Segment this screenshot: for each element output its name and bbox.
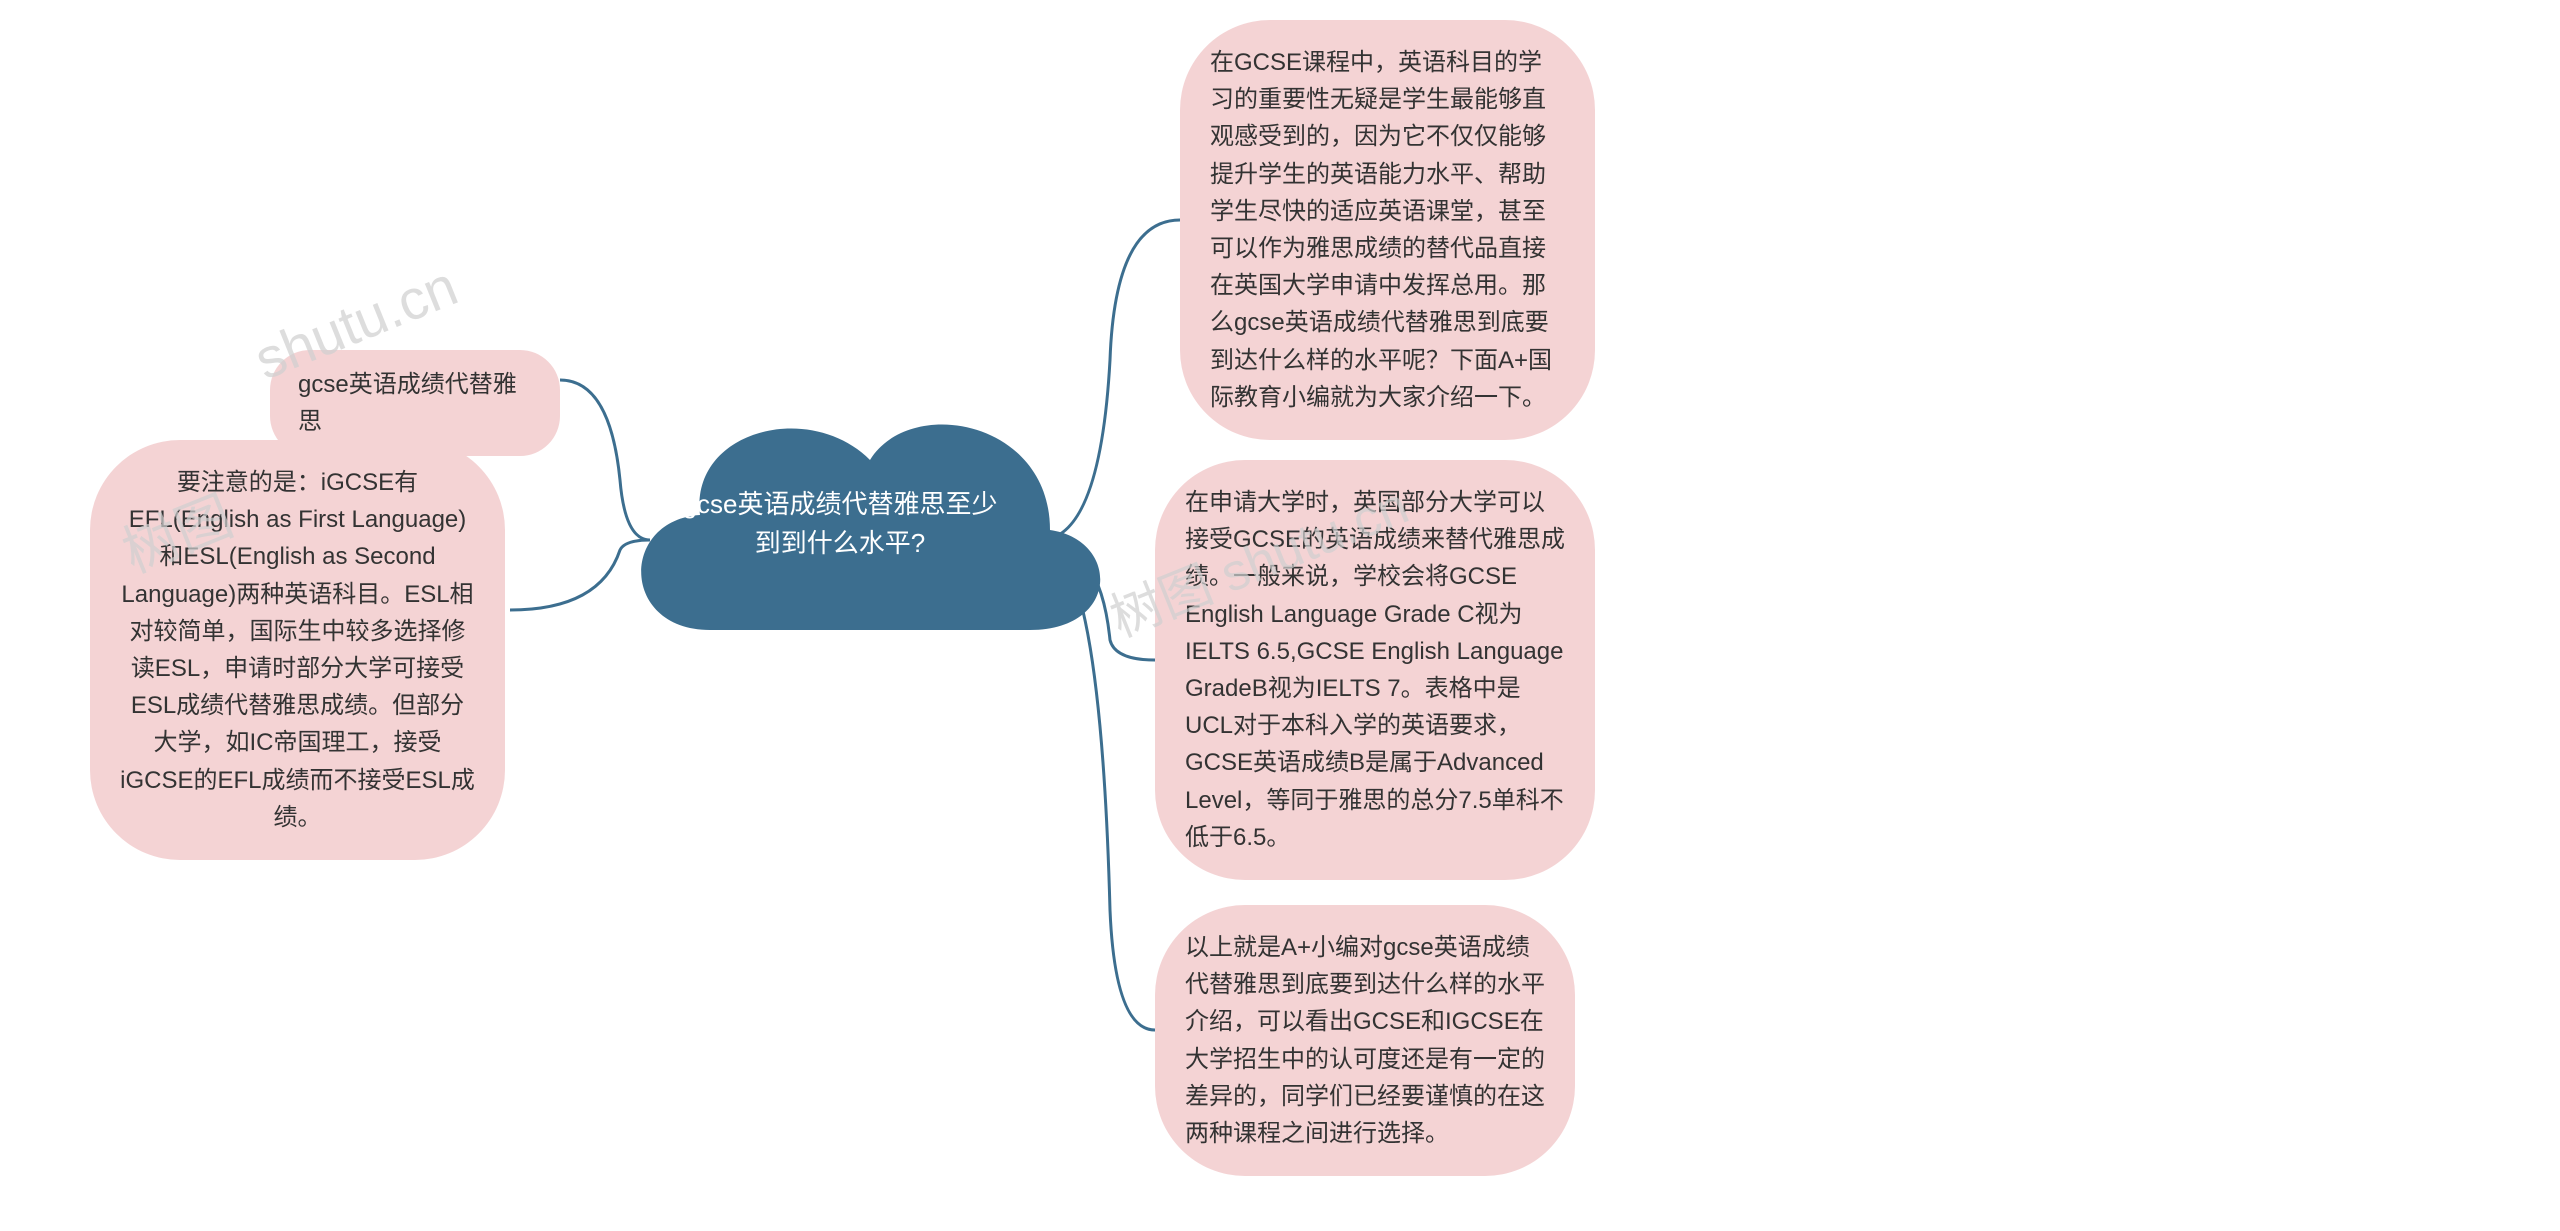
left-node-2-text: 要注意的是：iGCSE有EFL(English as First Languag…	[120, 469, 475, 831]
left-node-2: 要注意的是：iGCSE有EFL(English as First Languag…	[90, 440, 505, 860]
left-node-1-text: gcse英语成绩代替雅思	[298, 371, 517, 435]
right-node-1-text: 在GCSE课程中，英语科目的学习的重要性无疑是学生最能够直观感受到的，因为它不仅…	[1210, 49, 1552, 411]
center-title: gcse英语成绩代替雅思至少到到什么水平?	[680, 485, 1000, 563]
right-node-3-text: 以上就是A+小编对gcse英语成绩代替雅思到底要到达什么样的水平介绍，可以看出G…	[1185, 934, 1545, 1147]
right-node-2: 在申请大学时，英国部分大学可以接受GCSE的英语成绩来替代雅思成绩。一般来说，学…	[1155, 460, 1595, 880]
right-node-1: 在GCSE课程中，英语科目的学习的重要性无疑是学生最能够直观感受到的，因为它不仅…	[1180, 20, 1595, 440]
right-node-3: 以上就是A+小编对gcse英语成绩代替雅思到底要到达什么样的水平介绍，可以看出G…	[1155, 905, 1575, 1176]
right-node-2-text: 在申请大学时，英国部分大学可以接受GCSE的英语成绩来替代雅思成绩。一般来说，学…	[1185, 489, 1565, 851]
